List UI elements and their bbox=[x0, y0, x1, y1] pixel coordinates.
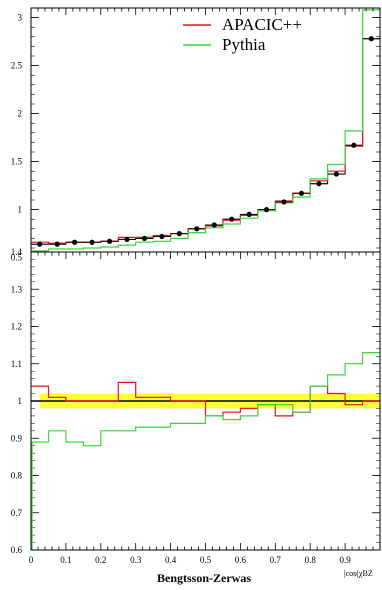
x-tick-label: 0.5 bbox=[200, 555, 212, 565]
data-point bbox=[211, 222, 217, 228]
y-tick-label: 0.9 bbox=[11, 433, 23, 443]
data-point bbox=[124, 236, 130, 242]
data-point bbox=[176, 231, 182, 237]
y-tick-label: 3 bbox=[18, 13, 23, 23]
x-tick-label: 0.1 bbox=[60, 555, 71, 565]
x-tick-label: 0.3 bbox=[130, 555, 142, 565]
y-tick-label: 0.7 bbox=[11, 508, 23, 518]
data-point bbox=[229, 216, 235, 222]
y-tick-label: 0.8 bbox=[11, 471, 23, 481]
x-tick-label: 0.6 bbox=[235, 555, 247, 565]
data-point bbox=[316, 181, 322, 187]
data-point bbox=[368, 36, 374, 42]
x-tick-label: 0.2 bbox=[95, 555, 106, 565]
x-axis-unit: |cos(χBZ bbox=[344, 569, 373, 578]
data-point bbox=[246, 211, 252, 217]
legend-label-pythia: Pythia bbox=[222, 35, 266, 54]
data-point bbox=[72, 239, 78, 245]
y-tick-label: 2 bbox=[18, 109, 23, 119]
data-point bbox=[159, 233, 165, 240]
y-tick-label: 1.1 bbox=[11, 359, 22, 369]
y-tick-label: 1.4 bbox=[11, 247, 23, 257]
data-point bbox=[141, 235, 148, 241]
y-tick-label: 1.3 bbox=[11, 284, 23, 294]
legend: APACIC++Pythia bbox=[183, 15, 302, 54]
data-point bbox=[298, 190, 305, 196]
data-point bbox=[106, 238, 113, 244]
data-point bbox=[54, 241, 60, 247]
distribution-panel: 0.5 1 1.5 2 2.5 3 bbox=[11, 7, 381, 273]
x-axis-label: Bengtsson-Zerwas bbox=[157, 571, 251, 585]
y-tick-label: 0.5 bbox=[11, 253, 23, 263]
data-point bbox=[333, 171, 339, 177]
data-point bbox=[37, 241, 43, 247]
y-tick-label: 2.5 bbox=[11, 61, 23, 71]
data-point bbox=[351, 142, 357, 148]
y-tick-label: 1 bbox=[18, 205, 23, 215]
data-point bbox=[194, 226, 200, 232]
legend-label-apacic: APACIC++ bbox=[222, 15, 302, 34]
y-tick-label: 1.2 bbox=[11, 322, 22, 332]
x-tick-label: 0.7 bbox=[270, 555, 282, 565]
x-tick-label: 0.8 bbox=[305, 555, 317, 565]
data-point bbox=[263, 207, 270, 213]
ratio-series-pythia-line bbox=[31, 352, 380, 447]
y-tick-label: 1.5 bbox=[11, 157, 23, 167]
data-point bbox=[89, 239, 95, 245]
x-tick-label: 0 bbox=[29, 555, 34, 565]
series-pythia-line bbox=[31, 9, 380, 252]
data-point bbox=[281, 199, 287, 205]
ratio-panel: 0.6 0.7 0.8 0.9 1 1.1 1.2 1.3 1.4 0 0.1 0.2 0.3 0.4 0.… bbox=[11, 247, 381, 565]
ratio-series-apacic-line bbox=[31, 381, 380, 417]
x-tick-label: 0.9 bbox=[339, 555, 351, 565]
x-tick-label: 0.4 bbox=[165, 555, 177, 565]
y-tick-label: 0.6 bbox=[11, 545, 23, 555]
y-tick-label: 1 bbox=[18, 396, 23, 406]
